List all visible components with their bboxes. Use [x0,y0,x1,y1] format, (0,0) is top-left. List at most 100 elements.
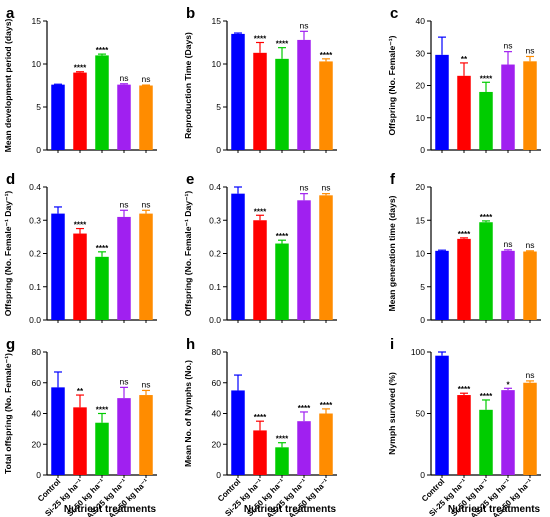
bar [117,398,131,475]
y-tick-label: 80 [212,347,222,357]
y-tick-label: 0.1 [209,282,221,292]
y-axis-title: Offspring (No. Female⁻¹) [387,35,397,135]
significance-label: ns [120,73,129,83]
significance-label: **** [276,232,289,241]
bar [501,390,515,475]
significance-label: ** [77,387,84,396]
bar [457,395,471,475]
bar [523,61,537,150]
significance-label: ns [300,183,309,193]
bar [95,256,109,320]
bar [275,58,289,151]
significance-label: ns [142,379,151,389]
significance-label: **** [276,40,289,49]
bar [479,91,493,150]
y-tick-label: 5 [36,102,41,112]
significance-label: **** [320,51,333,60]
significance-label: ns [504,41,513,51]
y-axis-title: Mean No. of Nymphs (No.) [183,360,193,467]
y-tick-label: 20 [32,439,42,449]
bar [297,39,311,150]
y-tick-label: 40 [416,16,426,26]
bar [95,422,109,475]
y-axis-title: Mean generation time (days) [387,195,397,311]
panel-letter: b [186,5,195,22]
bar [319,61,333,150]
bar [51,84,65,150]
panel-b: b Reproduction Time (Days) 0 5 10 15 **** **** n… [183,5,337,155]
panel-letter: d [6,171,15,188]
bar [457,238,471,320]
y-tick-label: 0 [216,145,221,155]
y-tick-label: 0 [420,470,425,480]
y-tick-label: 0 [420,315,425,325]
y-tick-label: 0.0 [29,315,41,325]
panel-letter: g [6,336,15,353]
panel-e: e Offspring (No. Female⁻¹ Day⁻¹) 0.0 0.1 0.2… [183,171,337,325]
bar [51,387,65,475]
bar [457,75,471,150]
bar [253,220,267,320]
bar [297,421,311,475]
bar [51,213,65,320]
bar [73,407,87,475]
y-tick-label: 15 [212,16,222,26]
y-tick-label: 80 [32,347,42,357]
y-tick-label: 0.1 [29,282,41,292]
panel-letter: h [186,336,195,353]
significance-label: **** [74,64,87,73]
bar [139,85,153,150]
significance-label: **** [458,385,471,394]
y-tick-label: 0.3 [29,215,41,225]
y-tick-label: 20 [416,81,426,91]
significance-label: **** [320,401,333,410]
bar [95,55,109,150]
y-tick-label: 10 [416,249,426,259]
y-tick-label: 10 [32,59,42,69]
bar [435,250,449,320]
bar [523,382,537,475]
y-tick-label: 5 [420,282,425,292]
significance-label: **** [96,244,109,253]
panel-letter: i [390,336,394,353]
bar [523,251,537,320]
bar [319,413,333,475]
y-tick-label: 5 [216,102,221,112]
y-tick-label: 10 [212,59,222,69]
significance-label: **** [480,392,493,401]
y-axis-title: Nymph survived (%) [387,372,397,455]
x-axis-title: Nutrient treatments [244,504,337,515]
significance-label: ns [526,370,535,380]
bar [231,193,245,320]
y-tick-label: 15 [416,215,426,225]
y-axis-title: Mean development period (days) [3,19,13,153]
significance-label: **** [254,35,267,44]
significance-label: ns [526,45,535,55]
y-axis-title: Reproduction Time (Days) [183,32,193,139]
x-axis-title: Nutrient treatments [64,504,157,515]
bar [139,213,153,320]
significance-label: **** [298,404,311,413]
y-axis-title: Offspring (No. Female⁻¹ Day⁻¹) [183,191,193,317]
panel-d: d Offspring (No. Female⁻¹ Day⁻¹) 0.0 0.1 0.2… [3,171,157,325]
y-tick-label: 10 [416,113,426,123]
bar [73,72,87,150]
significance-label: **** [458,230,471,239]
significance-label: **** [74,221,87,230]
y-tick-label: 0.0 [209,315,221,325]
panel-f: f Mean generation time (days) 0 5 10 15 20 ****… [387,171,541,325]
bar [479,409,493,475]
panel-letter: f [390,171,396,188]
bar [479,222,493,320]
significance-label: ns [300,20,309,30]
y-tick-label: 30 [416,48,426,58]
bar [253,430,267,475]
y-tick-label: 60 [212,378,222,388]
y-tick-label: 0 [216,470,221,480]
bar [501,64,515,150]
y-tick-label: 0.3 [209,215,221,225]
